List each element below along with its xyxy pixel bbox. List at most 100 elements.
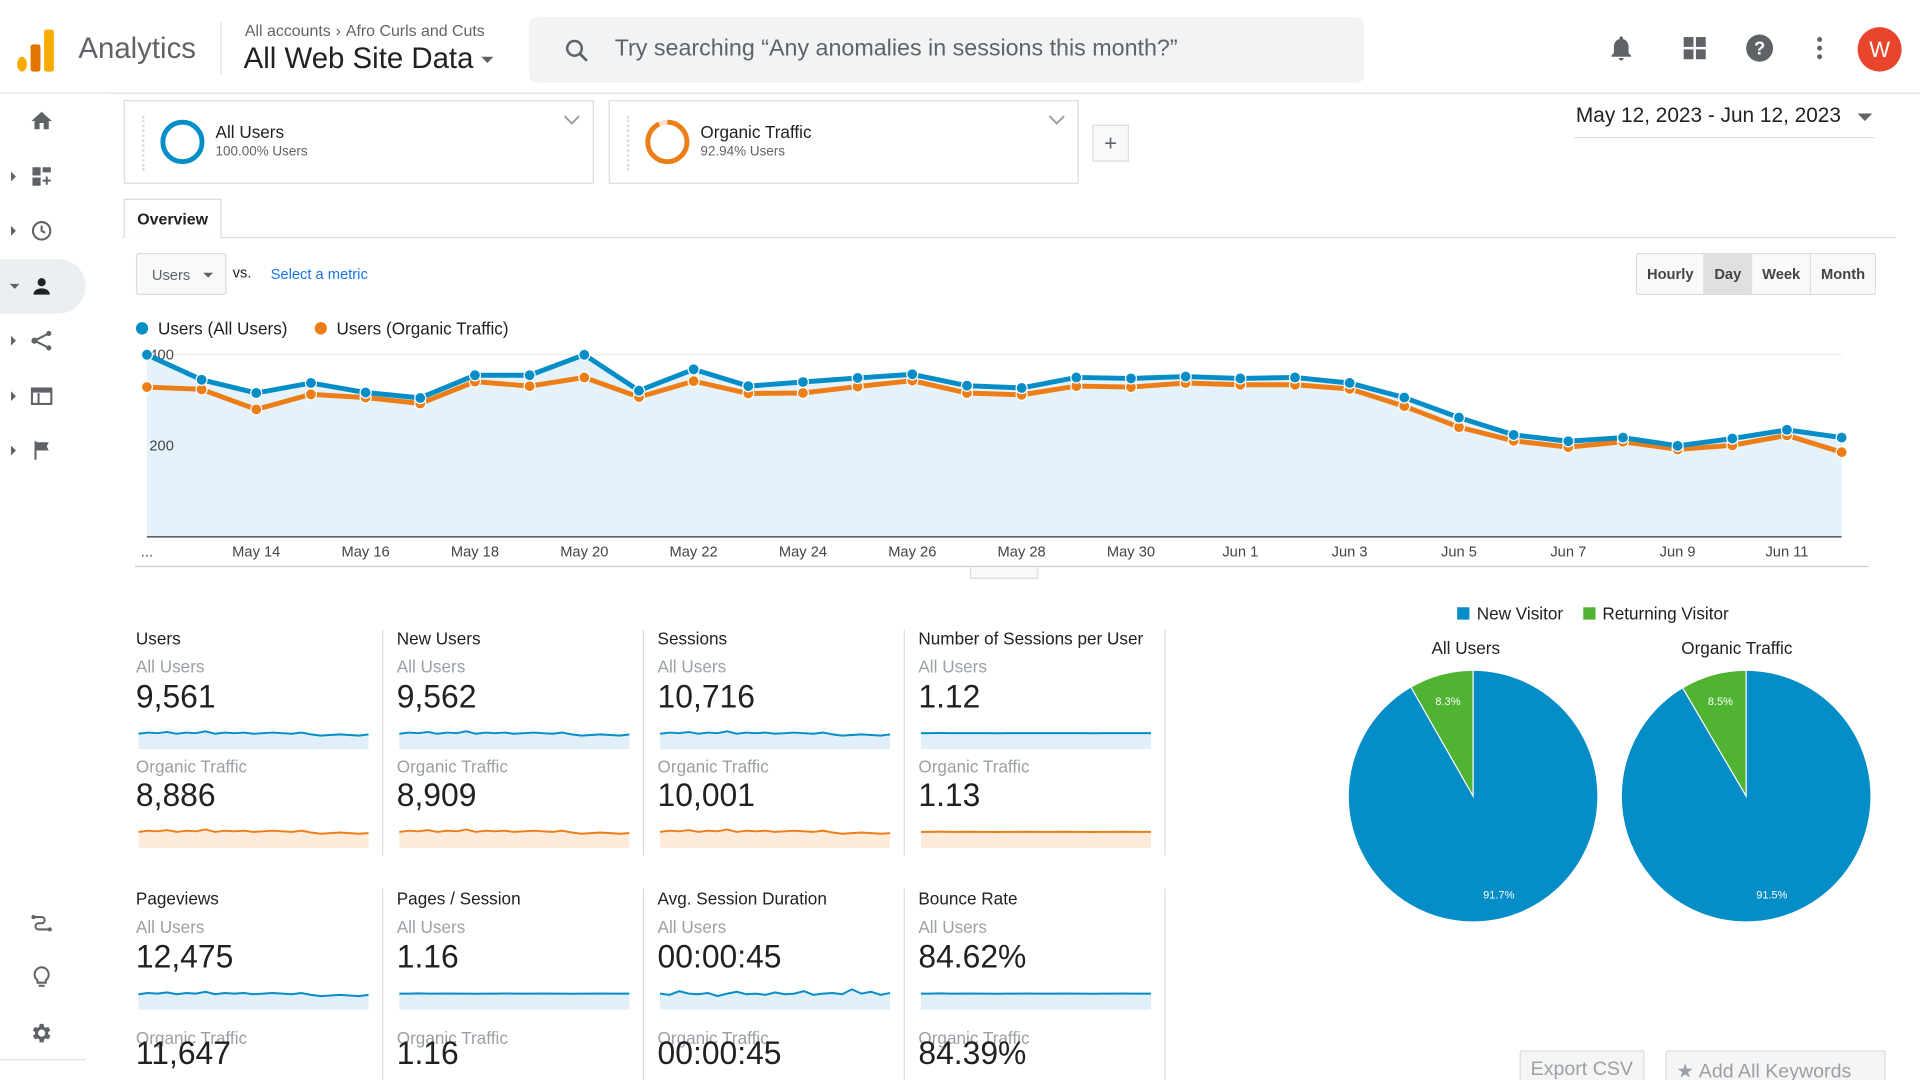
sparkline-line	[138, 730, 369, 737]
x-tick-label: Jun 7	[1550, 545, 1586, 561]
select-metric-link[interactable]: Select a metric	[270, 265, 368, 283]
scorecard-value: 10,001	[657, 776, 755, 814]
analytics-logo-icon[interactable]	[17, 29, 56, 72]
property-selector[interactable]: All Web Site Data	[243, 41, 494, 77]
add-all-keywords-label: Add All Keywords	[1698, 1061, 1852, 1080]
tab-overview[interactable]: Overview	[123, 198, 222, 239]
segment-name: Organic Traffic	[700, 122, 812, 142]
date-range-picker[interactable]: May 12, 2023 - Jun 12, 2023	[1573, 103, 1875, 139]
pie-label-new[interactable]: 91.7%	[1483, 890, 1514, 902]
pie-label-new[interactable]: 91.5%	[1756, 890, 1787, 902]
sparkline-line	[660, 828, 891, 835]
data-point	[906, 368, 919, 381]
data-point	[523, 369, 536, 382]
scorecard-value: 9,561	[135, 677, 216, 715]
scorecard-value: 9,562	[396, 677, 477, 715]
data-point	[1398, 391, 1411, 404]
nav-conversions[interactable]	[0, 423, 86, 477]
account-avatar[interactable]: W	[1857, 27, 1902, 72]
granularity-day-button[interactable]: Day	[1704, 254, 1753, 294]
x-tick-label: May 20	[560, 545, 608, 561]
sparkline-area	[660, 829, 891, 848]
x-tick-label: May 14	[232, 545, 280, 561]
nav-attribution[interactable]	[0, 896, 86, 950]
nav-acquisition[interactable]	[0, 314, 86, 368]
add-segment-button[interactable]: +	[1092, 124, 1129, 162]
sparkline-area	[920, 993, 1152, 1010]
svg-text:?: ?	[1754, 37, 1765, 58]
scorecard-value: 8,909	[396, 776, 477, 814]
more-vert-icon[interactable]	[1805, 33, 1834, 63]
chart-resize-handle[interactable]	[969, 567, 1039, 579]
scorecard-title: Pages / Session	[396, 888, 521, 909]
drag-handle-icon[interactable]	[142, 116, 147, 171]
x-tick-label: Jun 5	[1441, 545, 1477, 561]
date-range-caret-icon[interactable]	[1857, 113, 1873, 121]
chevron-down-icon[interactable]	[563, 114, 580, 126]
sparkline	[399, 992, 630, 1010]
nav-realtime[interactable]	[0, 204, 86, 258]
tab-bar-divider	[122, 236, 1896, 239]
segment-card-organic-traffic[interactable]: Organic Traffic 92.94% Users	[608, 99, 1079, 184]
metric-dropdown[interactable]: Users	[135, 253, 227, 295]
granularity-week-button[interactable]: Week	[1752, 254, 1812, 294]
data-point	[851, 371, 864, 385]
person-icon	[33, 278, 50, 295]
nav-home[interactable]	[0, 94, 86, 148]
data-point	[578, 371, 591, 384]
nav-discover[interactable]	[0, 950, 86, 1004]
nav-customization[interactable]	[0, 149, 86, 203]
scorecard-title: New Users	[396, 628, 481, 649]
scorecard-value: 10,716	[657, 677, 755, 715]
data-point	[1835, 431, 1848, 444]
granularity-toggle: Hourly Day Week Month	[1635, 253, 1877, 295]
data-point	[414, 391, 427, 405]
pie-slice-returning-visitor[interactable]	[1681, 669, 1747, 799]
pie-label-returning[interactable]: 8.3%	[1435, 696, 1460, 708]
add-all-keywords-button[interactable]: ★ Add All Keywords	[1665, 1050, 1886, 1080]
data-point	[140, 380, 154, 394]
pie-legend: New Visitor Returning Visitor	[1457, 604, 1729, 623]
users-line-chart: 400 200... May 14 May 16 May 18 May 20 May 22 M…	[134, 346, 1874, 581]
segment-card-all-users[interactable]: All Users 100.00% Users	[123, 99, 594, 184]
help-icon[interactable]: ?	[1745, 33, 1774, 63]
nav-admin[interactable]	[0, 1006, 86, 1060]
pie-slice-returning-visitor[interactable]	[1410, 669, 1474, 799]
search-box[interactable]	[528, 17, 1365, 83]
breadcrumb-account[interactable]: Afro Curls and Cuts	[345, 20, 485, 40]
drag-handle-icon[interactable]	[626, 116, 632, 171]
expand-arrow-icon	[11, 225, 16, 236]
x-tick-label: May 16	[342, 545, 390, 561]
breadcrumb[interactable]: All accounts › Afro Curls and Cuts	[245, 21, 485, 40]
notifications-bell-icon[interactable]	[1607, 33, 1636, 63]
metric-caret-icon[interactable]	[203, 272, 214, 278]
granularity-hourly-button[interactable]: Hourly	[1637, 254, 1705, 294]
sparkline	[138, 990, 369, 1010]
nav-behavior[interactable]	[0, 369, 86, 423]
segment-name: All Users	[215, 122, 285, 142]
property-name[interactable]: All Web Site Data	[243, 41, 474, 76]
x-tick-label: Jun 3	[1332, 545, 1368, 561]
legend-item-all-users[interactable]: Users (All Users)	[135, 318, 287, 338]
metric-dropdown-value[interactable]: Users	[151, 266, 191, 284]
nav-audience[interactable]	[0, 259, 86, 314]
property-caret-icon[interactable]	[480, 56, 494, 64]
date-range-text[interactable]: May 12, 2023 - Jun 12, 2023	[1575, 103, 1841, 128]
breadcrumb-all-accounts[interactable]: All accounts	[244, 20, 331, 40]
gear-icon	[32, 1023, 51, 1043]
chevron-down-icon[interactable]	[1048, 114, 1065, 126]
scorecard-segment-label: All Users	[918, 917, 987, 937]
scorecard-segment-label: All Users	[135, 917, 205, 937]
data-point	[468, 369, 482, 382]
apps-grid-icon[interactable]	[1680, 33, 1709, 63]
legend-item-organic[interactable]: Users (Organic Traffic)	[314, 318, 509, 338]
sparkline	[399, 730, 630, 750]
y-tick-label: 200	[149, 439, 174, 455]
search-input[interactable]	[614, 32, 1325, 67]
granularity-month-button[interactable]: Month	[1811, 254, 1875, 294]
pie-label-returning[interactable]: 8.5%	[1708, 696, 1733, 708]
card-divider	[903, 888, 905, 1080]
export-csv-button[interactable]: Export CSV	[1519, 1050, 1645, 1080]
